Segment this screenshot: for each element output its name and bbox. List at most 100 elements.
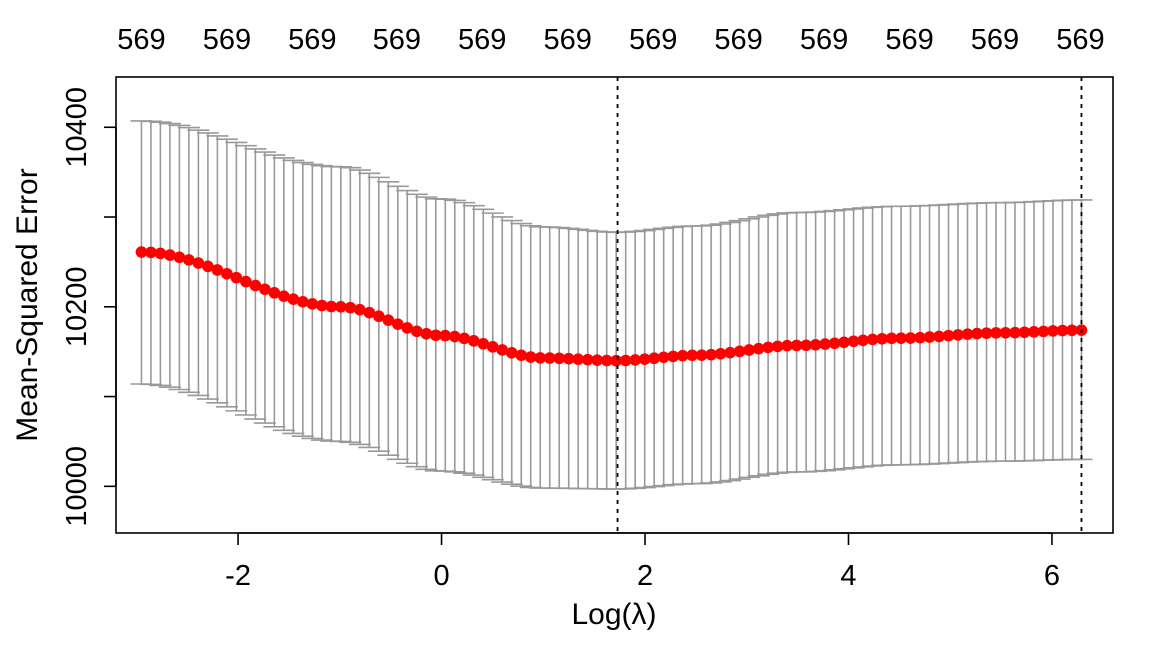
mean-point	[392, 318, 404, 330]
mean-point	[1037, 325, 1050, 338]
y-axis: 10000 10200 10400	[61, 87, 117, 527]
x-tick-label: 2	[637, 560, 653, 592]
mean-point	[961, 328, 974, 340]
mean-point	[980, 327, 993, 339]
top-axis: 569 569 569 569 569 569 569 569 569 569 569 569	[117, 24, 1104, 56]
mean-point	[866, 333, 879, 346]
mean-point	[259, 283, 271, 296]
mean-point	[496, 344, 509, 356]
mean-point	[467, 335, 480, 347]
mean-point	[581, 353, 594, 366]
mean-point	[154, 247, 167, 260]
mean-point	[1028, 326, 1040, 338]
mean-point	[211, 264, 224, 276]
mean-point	[857, 334, 869, 347]
mean-point	[695, 349, 708, 361]
mean-point	[838, 336, 850, 349]
mean-point	[762, 341, 774, 354]
top-axis-label: 569	[800, 24, 848, 56]
error-bars	[130, 120, 1093, 490]
mean-point	[990, 327, 1002, 339]
mean-point	[202, 260, 214, 273]
mean-point	[524, 351, 537, 363]
reference-lines	[616, 77, 1083, 533]
mean-point	[600, 354, 613, 367]
mean-point	[439, 329, 452, 342]
mean-point	[306, 298, 319, 310]
mean-point	[705, 348, 717, 361]
mean-point	[410, 325, 423, 338]
mean-point	[828, 337, 841, 350]
top-axis-label: 569	[288, 24, 336, 56]
mean-point	[686, 349, 698, 362]
mean-point	[287, 293, 300, 305]
y-tick-label: 10000	[61, 446, 93, 527]
mean-point	[316, 299, 328, 312]
x-tick-label: 4	[840, 560, 856, 592]
top-axis-label: 569	[203, 24, 251, 56]
mean-point	[619, 354, 632, 367]
mean-point	[420, 327, 433, 340]
mean-point	[373, 310, 385, 323]
mean-point	[629, 354, 641, 366]
mean-point	[1009, 326, 1021, 339]
top-axis-label: 569	[714, 24, 762, 56]
mean-point	[952, 329, 964, 341]
mean-point	[752, 342, 765, 355]
mean-point	[297, 296, 309, 308]
mean-point	[486, 341, 499, 353]
mean-point	[999, 327, 1012, 339]
mean-point	[135, 246, 148, 258]
y-tick-label: 10200	[61, 266, 93, 347]
mean-point	[781, 339, 793, 352]
x-axis-label: Log(λ)	[571, 598, 656, 631]
mean-point	[192, 257, 205, 269]
mean-point	[1047, 325, 1059, 337]
x-tick-label: 6	[1044, 560, 1060, 592]
mean-point	[344, 301, 357, 314]
top-axis-label: 569	[458, 24, 506, 56]
mean-point	[477, 337, 490, 350]
mean-point	[183, 254, 195, 266]
mean-point	[401, 322, 414, 334]
x-tick-label: -2	[225, 560, 251, 592]
mean-point	[230, 271, 243, 284]
mean-point	[1018, 326, 1031, 339]
mean-point	[667, 350, 679, 363]
mean-point	[610, 354, 622, 367]
mean-point	[895, 332, 907, 345]
mean-point	[971, 327, 983, 340]
mean-point	[505, 347, 518, 359]
mean-point	[904, 332, 917, 344]
top-axis-label: 569	[629, 24, 677, 56]
mean-point	[164, 249, 176, 261]
mean-point	[1066, 324, 1078, 337]
top-axis-label: 569	[544, 24, 592, 56]
mean-point	[876, 332, 888, 345]
mean-point	[591, 354, 604, 366]
mean-point	[249, 279, 262, 292]
mean-point	[743, 344, 755, 356]
top-axis-label: 569	[885, 24, 933, 56]
mean-point	[562, 352, 575, 365]
mean-point	[800, 339, 812, 352]
mean-point	[553, 352, 566, 365]
mean-point	[458, 332, 471, 345]
mean-point	[335, 301, 347, 313]
mean-point	[572, 353, 585, 365]
mean-point	[648, 352, 660, 365]
mean-point	[657, 351, 670, 364]
mean-point	[923, 331, 936, 343]
mean-point	[278, 290, 290, 302]
mean-point	[885, 332, 898, 345]
mean-point	[382, 314, 395, 326]
mean-point	[933, 330, 945, 343]
y-tick-label: 10400	[61, 87, 93, 168]
mean-point	[448, 330, 461, 343]
mean-point	[534, 352, 547, 364]
mean-point	[819, 338, 831, 350]
mean-point	[847, 335, 860, 348]
mean-point	[733, 345, 746, 358]
mean-point	[240, 275, 252, 288]
